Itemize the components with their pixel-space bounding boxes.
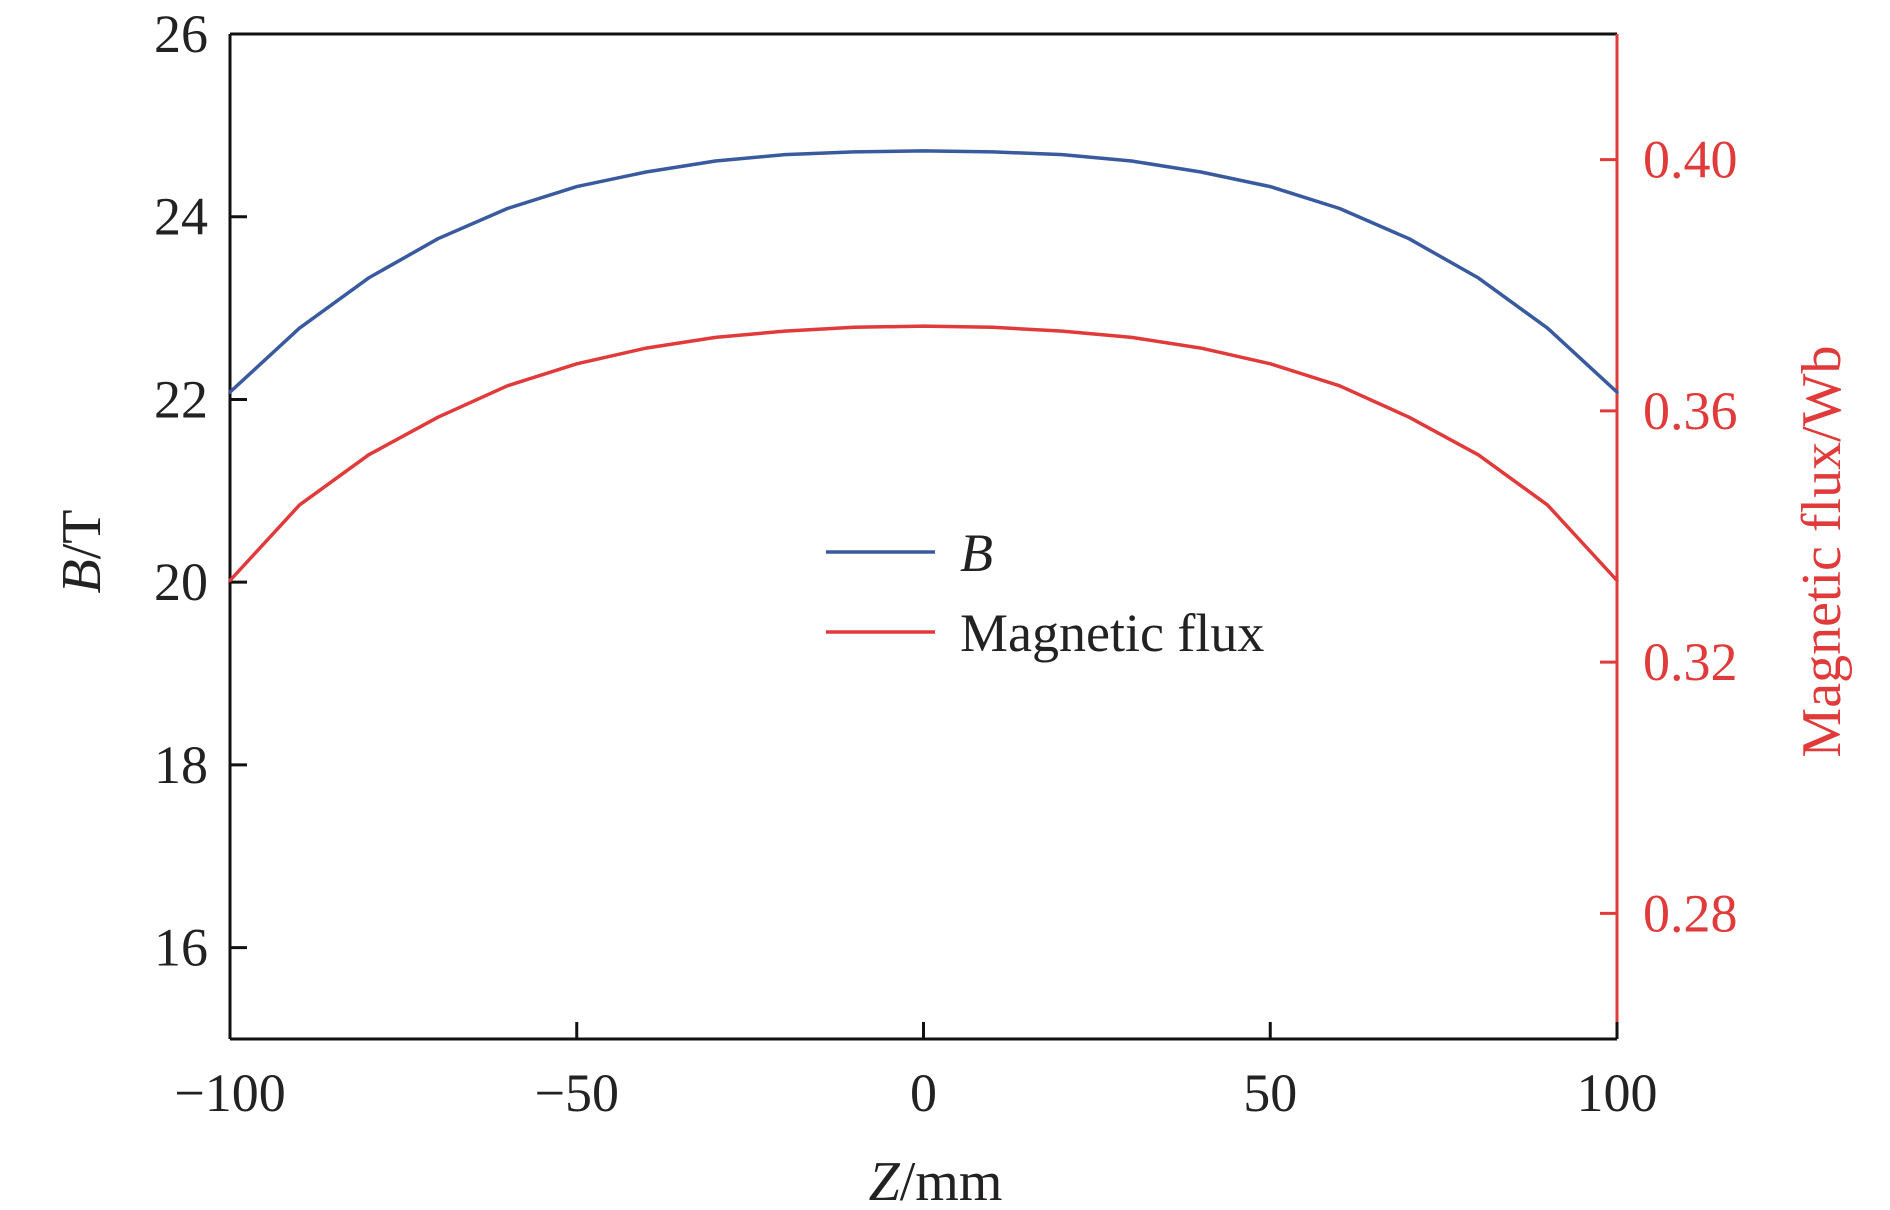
right-y-axis-label: Magnetic flux/Wb (1791, 345, 1853, 757)
left-y-tick-label: 20 (154, 552, 208, 612)
left-y-axis-label-italic: B (51, 559, 113, 593)
left-y-tick-label: 26 (154, 4, 208, 64)
x-axis-label: Z/mm (869, 1151, 1003, 1210)
chart-legend: B Magnetic flux (826, 523, 1264, 663)
legend-label: Magnetic flux (960, 603, 1264, 663)
right-y-tick-label: 0.32 (1643, 632, 1738, 692)
x-tick-label: 0 (910, 1063, 937, 1123)
series-line-b (228, 149, 1619, 394)
right-y-tick-label: 0.36 (1643, 381, 1738, 441)
x-axis-label-italic: Z (869, 1151, 901, 1210)
left-y-axis-label-unit: /T (51, 510, 113, 560)
x-tick-label: 50 (1243, 1063, 1297, 1123)
left-y-tick-label: 24 (154, 187, 208, 247)
chart-axes: −100 −50 0 50 100 16 18 20 22 24 26 0.28 0.32 0.36 0.4… (51, 4, 1853, 1210)
left-y-axis-label: B/T (51, 510, 113, 594)
series-line-magnetic-flux (228, 324, 1619, 583)
x-tick-label: 100 (1577, 1063, 1658, 1123)
left-y-tick-label: 22 (154, 369, 208, 429)
x-tick-label: −50 (535, 1063, 619, 1123)
x-tick-label: −100 (174, 1063, 285, 1123)
right-y-tick-label: 0.28 (1643, 883, 1738, 943)
left-y-tick-label: 16 (154, 918, 208, 978)
x-axis-label-unit: /mm (900, 1151, 1003, 1210)
left-y-tick-label: 18 (154, 735, 208, 795)
chart-series (228, 149, 1619, 583)
right-y-tick-label: 0.40 (1643, 130, 1738, 190)
legend-label: B (960, 523, 993, 583)
